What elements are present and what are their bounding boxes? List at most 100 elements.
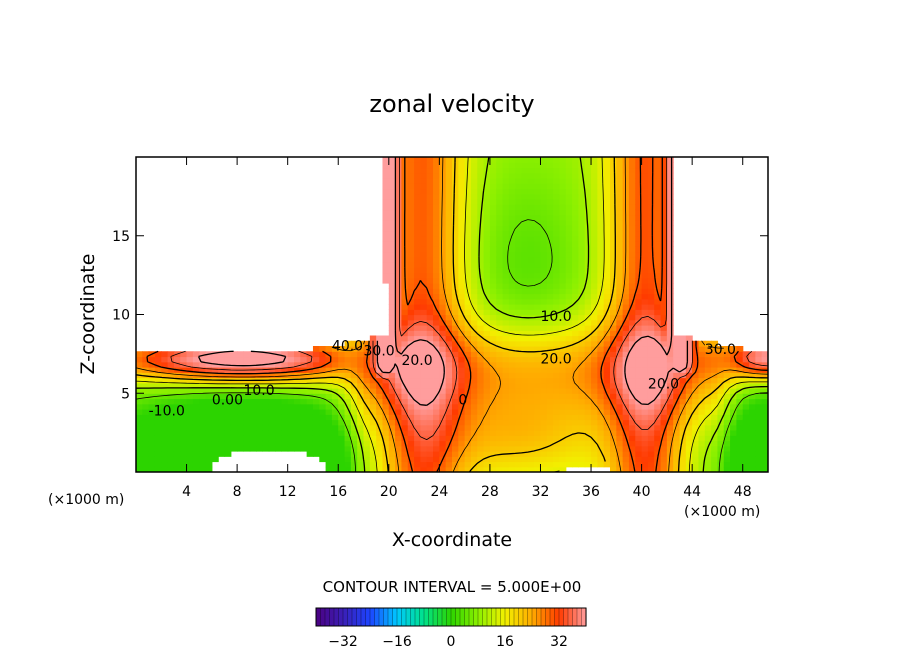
field-cell	[237, 440, 245, 447]
field-cell	[407, 424, 415, 431]
field-cell	[622, 414, 630, 421]
field-cell	[603, 277, 611, 284]
field-cell	[148, 414, 156, 421]
field-cell	[142, 388, 150, 394]
field-cell	[584, 367, 592, 373]
field-cell	[230, 419, 238, 426]
field-cell	[534, 409, 542, 415]
field-cell	[591, 335, 598, 342]
field-cell	[641, 167, 649, 174]
field-cell	[483, 283, 491, 289]
field-cell	[546, 424, 554, 431]
field-cell	[628, 451, 636, 457]
field-cell	[628, 188, 636, 195]
field-cell	[654, 403, 662, 410]
field-cell	[761, 430, 768, 436]
field-cell	[331, 356, 339, 363]
field-cell	[761, 382, 768, 389]
field-cell	[237, 445, 245, 452]
colorbar-segment	[432, 607, 439, 627]
field-cell	[426, 393, 434, 400]
field-cell	[287, 351, 295, 358]
field-cell	[388, 235, 396, 242]
field-cell	[647, 356, 655, 363]
field-cell	[237, 388, 245, 394]
field-cell	[515, 162, 523, 169]
field-cell	[483, 214, 491, 221]
field-cell	[218, 388, 226, 394]
field-cell	[508, 419, 516, 426]
field-cell	[527, 193, 535, 200]
colorbar-segment	[405, 607, 412, 627]
field-cell	[641, 214, 649, 221]
field-cell	[470, 414, 478, 421]
field-cell	[173, 393, 181, 400]
field-cell	[597, 340, 605, 347]
field-cell	[382, 214, 390, 221]
field-cell	[641, 235, 649, 242]
field-cell	[534, 419, 542, 426]
field-cell	[458, 435, 466, 442]
field-cell	[230, 440, 238, 447]
field-cell	[477, 172, 485, 179]
field-cell	[685, 367, 693, 373]
field-cell	[401, 309, 409, 316]
field-cell	[502, 241, 510, 247]
field-cell	[755, 393, 763, 400]
field-cell	[275, 398, 282, 405]
field-cell	[622, 430, 630, 436]
field-cell	[256, 382, 263, 389]
field-cell	[527, 251, 535, 258]
field-cell	[338, 403, 346, 410]
field-cell	[249, 414, 257, 421]
field-cell	[452, 403, 459, 410]
field-cell	[470, 440, 478, 447]
field-cell	[628, 466, 636, 472]
field-cell	[527, 388, 535, 394]
field-cell	[540, 346, 548, 352]
field-cell	[597, 225, 605, 232]
field-cell	[407, 183, 415, 190]
field-cell	[742, 382, 750, 389]
field-cell	[464, 466, 472, 472]
field-cell	[338, 424, 346, 431]
field-cell	[527, 435, 535, 442]
colorbar-segment	[329, 607, 335, 627]
field-cell	[660, 451, 668, 457]
field-cell	[477, 241, 485, 247]
field-cell	[641, 277, 649, 284]
field-cell	[426, 167, 434, 174]
field-cell	[660, 409, 668, 415]
field-cell	[154, 403, 162, 410]
field-cell	[508, 288, 516, 295]
field-cell	[610, 277, 617, 284]
field-cell	[527, 367, 535, 373]
field-cell	[262, 445, 270, 452]
field-cell	[268, 393, 276, 400]
field-cell	[401, 367, 409, 373]
field-cell	[565, 256, 573, 263]
field-cell	[641, 267, 649, 274]
field-cell	[489, 204, 497, 211]
field-cell	[357, 409, 365, 415]
field-cell	[439, 188, 447, 195]
field-cell	[489, 367, 497, 373]
field-cell	[407, 361, 415, 368]
field-cell	[534, 361, 542, 368]
field-cell	[546, 435, 554, 442]
field-cell	[331, 445, 339, 452]
field-cell	[597, 204, 605, 211]
field-cell	[199, 382, 207, 389]
field-cell	[527, 466, 535, 472]
field-cell	[439, 440, 447, 447]
field-cell	[660, 167, 668, 174]
field-cell	[508, 277, 516, 284]
field-cell	[382, 209, 390, 216]
field-cell	[439, 351, 447, 358]
colorbar-segment	[486, 607, 493, 627]
field-cell	[161, 419, 169, 426]
field-cell	[515, 256, 523, 263]
field-cell	[173, 466, 181, 472]
field-cell	[591, 277, 598, 284]
field-cell	[692, 414, 700, 421]
